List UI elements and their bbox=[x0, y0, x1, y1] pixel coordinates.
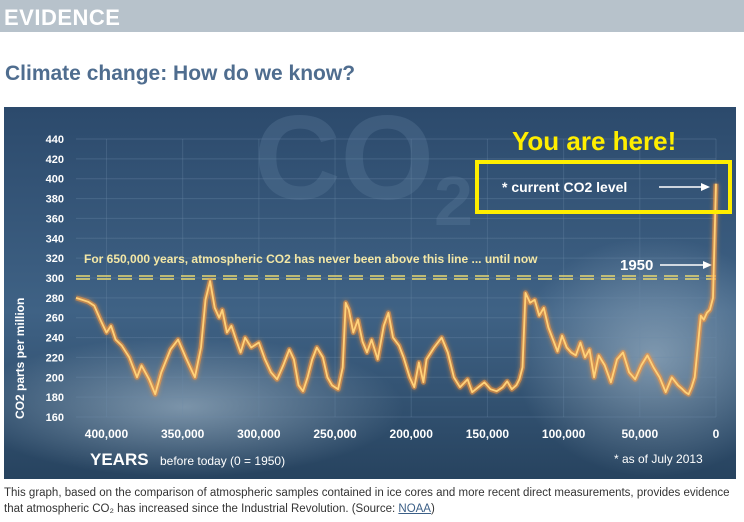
y-tick-label: 180 bbox=[46, 392, 64, 404]
caption-suffix: ) bbox=[430, 503, 435, 515]
you-are-here-box bbox=[475, 160, 732, 214]
y-tick-label: 260 bbox=[46, 313, 64, 325]
co2-chart-figure: CO2 160 180 200 220 240 260 280 300 320 340 360 380… bbox=[4, 107, 736, 479]
chart-grid bbox=[76, 138, 717, 418]
caption-text: This graph, based on the comparison of a… bbox=[4, 487, 730, 515]
x-axis-label-sub: before today (0 = 1950) bbox=[160, 454, 285, 468]
x-tick-label: 50,000 bbox=[621, 427, 658, 441]
ice-decoration-left bbox=[4, 337, 404, 477]
x-axis: 400,000 350,000 300,000 250,000 200,000 150,0… bbox=[85, 427, 720, 441]
section-label: EVIDENCE bbox=[4, 5, 121, 30]
x-tick-label: 250,000 bbox=[313, 427, 357, 441]
y-tick-label: 280 bbox=[46, 293, 64, 305]
source-link[interactable]: NOAA bbox=[398, 503, 431, 515]
x-tick-label: 400,000 bbox=[85, 427, 129, 441]
y-tick-label: 340 bbox=[46, 233, 64, 245]
co2-chart: CO2 160180200220240260280300320340360380… bbox=[4, 107, 736, 479]
x-tick-label: 0 bbox=[713, 427, 720, 441]
y-tick-label: 220 bbox=[46, 352, 64, 364]
y-axis-label: CO2 parts per million bbox=[13, 298, 27, 419]
x-tick-label: 100,000 bbox=[542, 427, 586, 441]
y-tick-label: 320 bbox=[46, 253, 64, 265]
y-tick-label: 400 bbox=[46, 174, 64, 186]
y-axis: 160 180 200 220 240 260 280 300 320 340 360 380 400 4… bbox=[46, 134, 64, 424]
current-co2-label: * current CO2 level bbox=[502, 179, 627, 195]
page-title: Climate change: How do we know? bbox=[5, 62, 356, 85]
x-tick-label: 200,000 bbox=[390, 427, 434, 441]
x-tick-label: 350,000 bbox=[161, 427, 205, 441]
figure-caption: This graph, based on the comparison of a… bbox=[4, 485, 734, 517]
y-tick-label: 160 bbox=[46, 412, 64, 424]
y-tick-label: 200 bbox=[46, 372, 64, 384]
y-tick-label: 240 bbox=[46, 333, 64, 345]
marker-1950-label: 1950 bbox=[620, 257, 653, 274]
footnote-date: * as of July 2013 bbox=[614, 452, 703, 466]
co2-series-line bbox=[75, 183, 717, 396]
y-tick-label: 440 bbox=[46, 134, 64, 146]
x-tick-label: 300,000 bbox=[237, 427, 281, 441]
y-tick-label: 300 bbox=[46, 273, 64, 285]
section-header-bar: EVIDENCE bbox=[0, 0, 744, 32]
x-axis-label-main: YEARS bbox=[90, 450, 149, 469]
y-tick-label: 360 bbox=[46, 213, 64, 225]
x-tick-label: 150,000 bbox=[466, 427, 510, 441]
current-co2-arrowhead bbox=[701, 183, 710, 191]
marker-1950-arrowhead bbox=[703, 261, 712, 269]
threshold-label: For 650,000 years, atmospheric CO2 has n… bbox=[84, 252, 538, 266]
y-tick-label: 420 bbox=[46, 154, 64, 166]
you-are-here-callout: You are here! bbox=[512, 126, 676, 156]
y-tick-label: 380 bbox=[46, 194, 64, 206]
